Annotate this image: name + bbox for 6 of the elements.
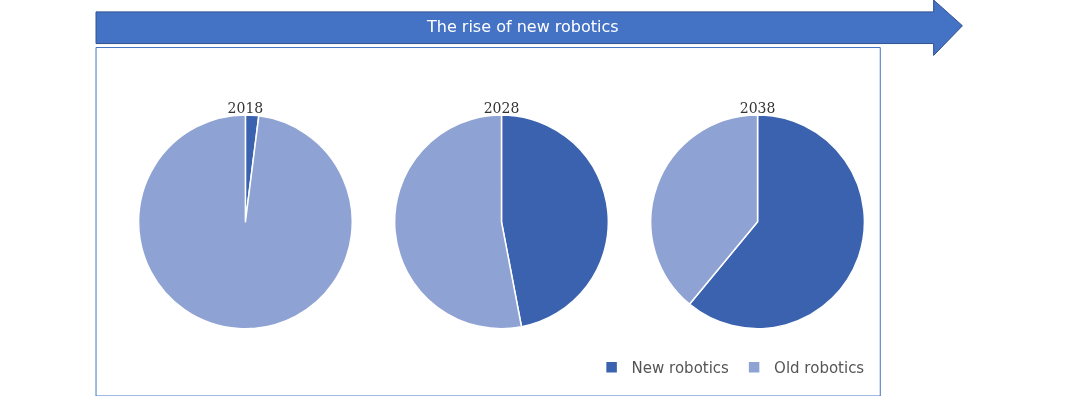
legend-label: New robotics — [631, 359, 730, 378]
slice-label: 2028 — [483, 100, 520, 116]
chart-title: The rise of new robotics — [426, 17, 619, 36]
legend-label: Old robotics — [774, 359, 865, 378]
slice-label: 2018 — [227, 100, 264, 116]
slice-label: 2038 — [739, 100, 776, 116]
